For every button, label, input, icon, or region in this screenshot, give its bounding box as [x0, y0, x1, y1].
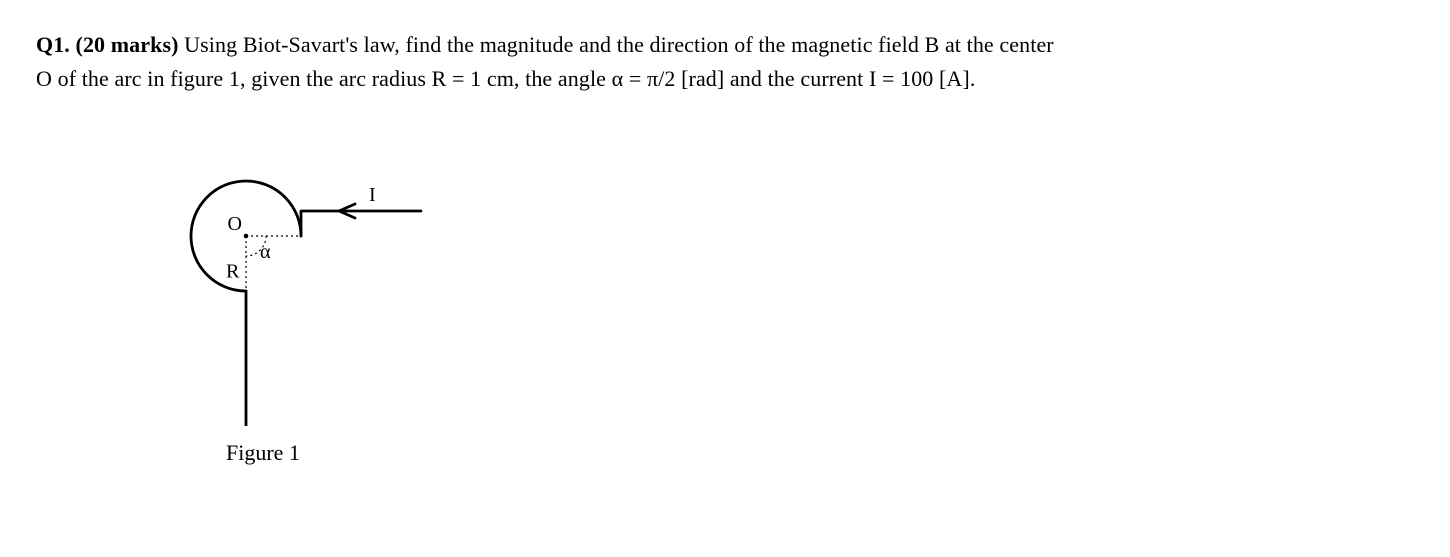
problem-statement: Q1. (20 marks) Using Biot-Savart's law, … [36, 28, 1414, 96]
label-I: I [369, 184, 376, 206]
center-point-O [244, 234, 249, 239]
question-line-1: Using Biot-Savart's law, find the magnit… [184, 32, 1054, 57]
question-line-2: O of the arc in figure 1, given the arc … [36, 66, 975, 91]
label-O: O [228, 213, 242, 235]
figure-caption: Figure 1 [226, 440, 476, 466]
figure-1-diagram: OαR I [156, 146, 456, 426]
label-alpha: α [260, 241, 271, 263]
page-root: Q1. (20 marks) Using Biot-Savart's law, … [0, 0, 1450, 486]
top-lead-wire [301, 211, 421, 236]
question-number: Q1. (20 marks) [36, 32, 184, 57]
figure-block: OαR I Figure 1 [156, 146, 476, 466]
label-R: R [226, 260, 240, 282]
